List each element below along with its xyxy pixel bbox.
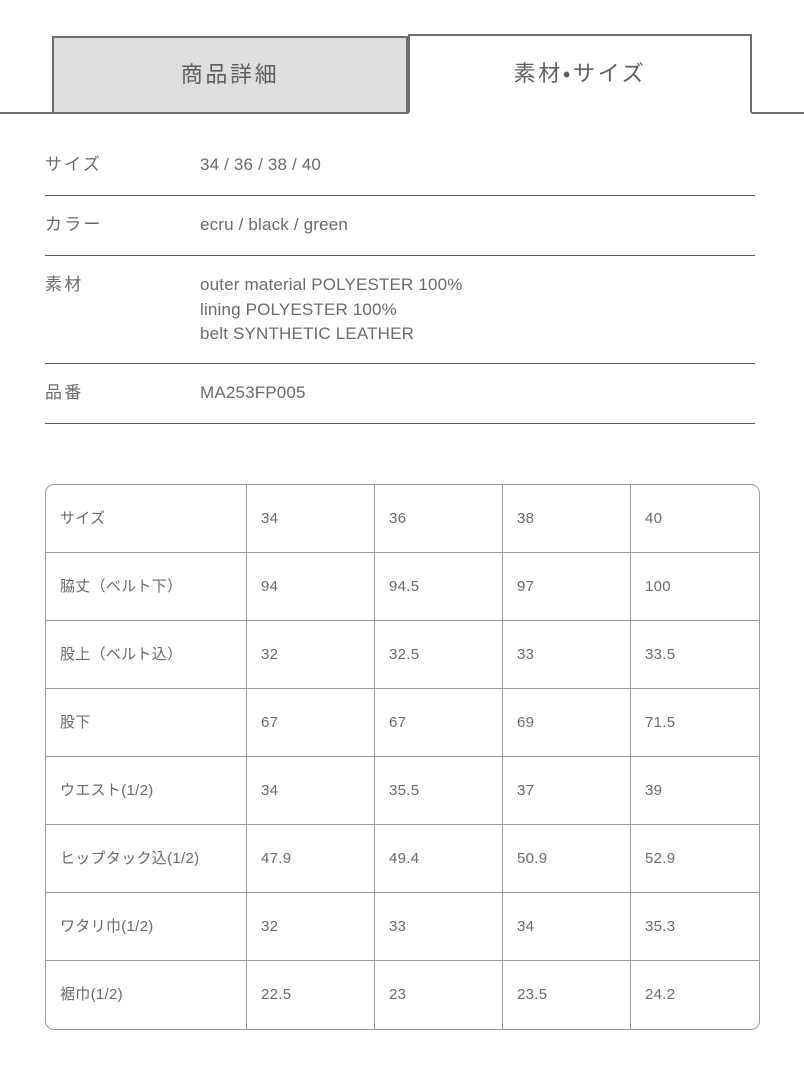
- tab-product-details[interactable]: 商品詳細: [52, 36, 408, 114]
- row-cell: 33.5: [631, 621, 759, 689]
- product-info-list: サイズ 34 / 36 / 38 / 40 カラー ecru / black /…: [45, 140, 755, 424]
- info-value-size: 34 / 36 / 38 / 40: [200, 153, 755, 178]
- row-cell: 23: [375, 961, 503, 1029]
- table-row: ワタリ巾(1/2) 32 33 34 35.3: [46, 893, 759, 961]
- row-label: ウエスト(1/2): [46, 757, 247, 825]
- info-label-color: カラー: [45, 215, 103, 234]
- size-header-34: 34: [247, 485, 375, 553]
- info-row-product-number: 品番 MA253FP005: [45, 364, 755, 424]
- row-cell: 94: [247, 553, 375, 621]
- size-chart-table: サイズ 34 36 38 40 脇丈（ベルト下） 94 94.5 97 100 …: [45, 484, 760, 1030]
- info-value-line: MA253FP005: [200, 382, 306, 402]
- size-header-36: 36: [375, 485, 503, 553]
- table-row: 股下 67 67 69 71.5: [46, 689, 759, 757]
- info-value-line: lining POLYESTER 100%: [200, 299, 397, 319]
- info-value-line: outer material POLYESTER 100%: [200, 275, 463, 294]
- row-cell: 50.9: [503, 825, 631, 893]
- size-chart: サイズ 34 36 38 40 脇丈（ベルト下） 94 94.5 97 100 …: [45, 484, 760, 1030]
- tab-material-size-label: 素材・サイズ: [513, 61, 647, 86]
- table-row: ウエスト(1/2) 34 35.5 37 39: [46, 757, 759, 825]
- row-cell: 37: [503, 757, 631, 825]
- row-label: 股下: [46, 689, 247, 757]
- info-value-product-number: MA253FP005: [200, 381, 755, 406]
- row-cell: 100: [631, 553, 759, 621]
- info-value-line: ecru / black / green: [200, 215, 348, 234]
- row-cell: 33: [503, 621, 631, 689]
- row-cell: 67: [375, 689, 503, 757]
- info-label-size: サイズ: [45, 155, 103, 174]
- row-label: ワタリ巾(1/2): [46, 893, 247, 961]
- row-cell: 22.5: [247, 961, 375, 1029]
- row-cell: 34: [247, 757, 375, 825]
- info-value-line: 34 / 36 / 38 / 40: [200, 155, 322, 174]
- row-cell: 33: [375, 893, 503, 961]
- row-cell: 97: [503, 553, 631, 621]
- row-cell: 67: [247, 689, 375, 757]
- row-cell: 35.5: [375, 757, 503, 825]
- table-row: 股上（ベルト込） 32 32.5 33 33.5: [46, 621, 759, 689]
- row-cell: 32.5: [375, 621, 503, 689]
- row-cell: 94.5: [375, 553, 503, 621]
- table-row: 裾巾(1/2) 22.5 23 23.5 24.2: [46, 961, 759, 1029]
- info-value-material: outer material POLYESTER 100% lining POL…: [200, 273, 755, 347]
- info-value-color: ecru / black / green: [200, 213, 755, 238]
- row-cell: 35.3: [631, 893, 759, 961]
- info-label-product-number: 品番: [45, 382, 84, 402]
- info-row-material: 素材 outer material POLYESTER 100% lining …: [45, 256, 755, 364]
- table-row: 脇丈（ベルト下） 94 94.5 97 100: [46, 553, 759, 621]
- table-row: ヒップタック込(1/2) 47.9 49.4 50.9 52.9: [46, 825, 759, 893]
- row-cell: 39: [631, 757, 759, 825]
- info-row-size: サイズ 34 / 36 / 38 / 40: [45, 140, 755, 196]
- size-header-40: 40: [631, 485, 759, 553]
- row-label: 股上（ベルト込）: [46, 621, 247, 689]
- row-cell: 32: [247, 893, 375, 961]
- row-cell: 34: [503, 893, 631, 961]
- info-row-color: カラー ecru / black / green: [45, 196, 755, 256]
- row-cell: 23.5: [503, 961, 631, 1029]
- row-cell: 32: [247, 621, 375, 689]
- info-value-line: belt SYNTHETIC LEATHER: [200, 324, 415, 344]
- row-cell: 69: [503, 689, 631, 757]
- info-label-material: 素材: [45, 275, 84, 294]
- row-label: ヒップタック込(1/2): [46, 825, 247, 893]
- row-cell: 24.2: [645, 986, 676, 1004]
- row-cell: 71.5: [631, 689, 759, 757]
- row-label: 脇丈（ベルト下）: [46, 553, 247, 621]
- size-header-label: サイズ: [46, 485, 247, 553]
- tab-product-details-label: 商品詳細: [180, 62, 280, 87]
- tab-bar: 商品詳細 素材・サイズ: [0, 34, 804, 114]
- row-cell: 52.9: [631, 825, 759, 893]
- table-row-header: サイズ 34 36 38 40: [46, 485, 759, 553]
- tab-material-size[interactable]: 素材・サイズ: [408, 34, 752, 114]
- row-cell: 49.4: [375, 825, 503, 893]
- row-label: 裾巾(1/2): [46, 961, 247, 1029]
- row-cell: 47.9: [247, 825, 375, 893]
- size-header-38: 38: [503, 485, 631, 553]
